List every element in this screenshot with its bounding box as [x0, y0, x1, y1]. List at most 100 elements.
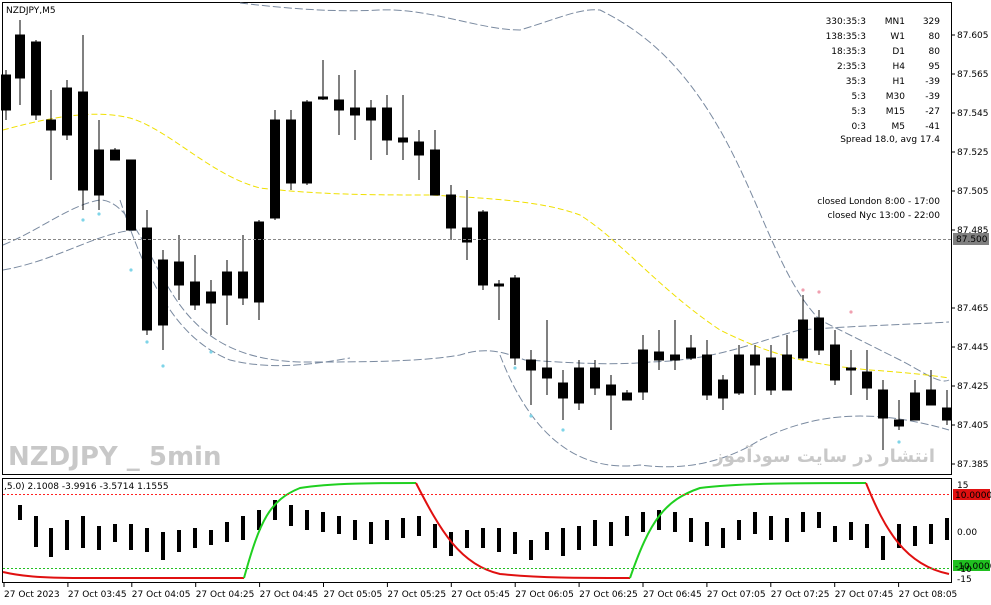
info-val-0: 329 [923, 17, 940, 27]
current-price-badge [953, 233, 989, 245]
window-title: NZDJPY,M5 [6, 6, 56, 16]
candle-body [158, 259, 168, 326]
osc-badge-lower [953, 560, 990, 571]
signal-dot-up [817, 290, 821, 294]
time-label: 27 Oct 07:05 [707, 590, 766, 600]
osc-axis-bottom: -15 [957, 575, 972, 585]
candle-body [686, 347, 696, 359]
candles [1, 20, 952, 450]
candle-body [542, 367, 552, 379]
candle-body [750, 354, 760, 366]
info-val-4: -39 [925, 77, 940, 87]
spread-label: Spread 18.0, avg 17.4 [840, 135, 940, 145]
info-tf-5: M30 [886, 92, 905, 102]
main-plot-frame [2, 2, 952, 475]
candle-body [766, 357, 776, 391]
info-val-7: -41 [925, 122, 940, 132]
price-label: 87.385 [957, 460, 989, 470]
candle-body [1, 74, 11, 111]
candle-body [702, 354, 712, 396]
info-val-5: -39 [925, 92, 940, 102]
info-time-0: 330:35:3 [826, 17, 866, 27]
candle-body [478, 211, 488, 286]
candle-body [222, 271, 232, 296]
time-label: 27 Oct 05:45 [451, 590, 510, 600]
time-label: 27 Oct 06:05 [515, 590, 574, 600]
candle-body [782, 354, 792, 391]
bollinger-middle [2, 113, 950, 379]
candle-body [638, 349, 648, 393]
signal-dot-down [97, 212, 101, 216]
bollinger-upper [239, 2, 950, 382]
candle-body [334, 99, 344, 111]
candle-body [174, 261, 184, 286]
candle-body [206, 291, 216, 304]
candle-body [270, 119, 280, 219]
candle-body [286, 119, 296, 184]
current-price-value: 87.500 [956, 235, 988, 245]
time-label: 27 Oct 2023 [4, 590, 60, 600]
time-label: 27 Oct 07:45 [835, 590, 894, 600]
time-label: 27 Oct 07:25 [771, 590, 830, 600]
price-label: 87.565 [957, 70, 989, 80]
candle-body [238, 271, 248, 299]
time-label: 27 Oct 05:25 [387, 590, 446, 600]
candle-body [830, 344, 840, 381]
info-tf-1: W1 [890, 32, 905, 42]
candle-body [862, 371, 872, 389]
candle-body [494, 283, 504, 287]
osc-badge-upper-text: 10.0000 [955, 491, 991, 501]
info-tf-6: M15 [886, 107, 905, 117]
price-label: 87.525 [957, 148, 989, 158]
candle-body [814, 317, 824, 351]
price-label: 87.465 [957, 304, 989, 314]
osc-axis-m10: -10 [957, 565, 972, 575]
info-tf-3: H4 [893, 62, 906, 72]
price-axis[interactable]: 87.605 87.565 87.545 87.525 87.505 87.485 87.4… [951, 31, 989, 470]
signal-dot-up [849, 310, 853, 314]
candle-body [382, 107, 392, 141]
candle-body [558, 382, 568, 399]
info-val-3: 95 [929, 62, 940, 72]
osc-line-down-1 [2, 571, 244, 579]
candle-body [894, 419, 904, 427]
candle-body [462, 227, 472, 243]
candle-body [606, 384, 616, 396]
candle-body [910, 392, 920, 421]
candle-body [31, 41, 41, 116]
osc-line-up-2 [629, 482, 867, 579]
signal-dot-down [529, 414, 533, 418]
signal-dot-down [129, 268, 133, 272]
candle-body [15, 34, 25, 79]
info-time-4: 35:3 [846, 77, 866, 87]
signal-dot-down [161, 364, 165, 368]
candle-body [590, 367, 600, 389]
info-tf-0: MN1 [885, 17, 905, 27]
price-label: 87.425 [957, 382, 989, 392]
osc-line-down-2 [415, 482, 631, 579]
osc-line-down-3 [865, 482, 950, 575]
candle-body [446, 194, 456, 229]
time-axis[interactable]: 27 Oct 2023 27 Oct 03:45 27 Oct 04:05 27 Oc… [3, 583, 957, 600]
osc-line-up-1 [243, 482, 417, 579]
time-label: 27 Oct 03:45 [68, 590, 127, 600]
candle-body [622, 392, 632, 401]
session-london: closed London 8:00 - 17:00 [817, 197, 940, 207]
candle-body [926, 389, 936, 406]
candle-body [94, 149, 104, 196]
signal-dot-down [145, 340, 149, 344]
info-tf-7: M5 [892, 122, 906, 132]
candle-body [430, 149, 440, 196]
time-label: 27 Oct 06:45 [643, 590, 702, 600]
info-tf-4: H1 [893, 77, 906, 87]
time-label: 27 Oct 04:45 [260, 590, 319, 600]
candle-body [126, 159, 136, 231]
candle-body [878, 389, 888, 419]
candle-body [110, 149, 120, 161]
candle-body [62, 87, 72, 136]
bollinger-lower-c [2, 229, 950, 468]
info-time-5: 5:3 [852, 92, 866, 102]
candle-body [398, 137, 408, 143]
price-label: 87.485 [957, 226, 989, 236]
